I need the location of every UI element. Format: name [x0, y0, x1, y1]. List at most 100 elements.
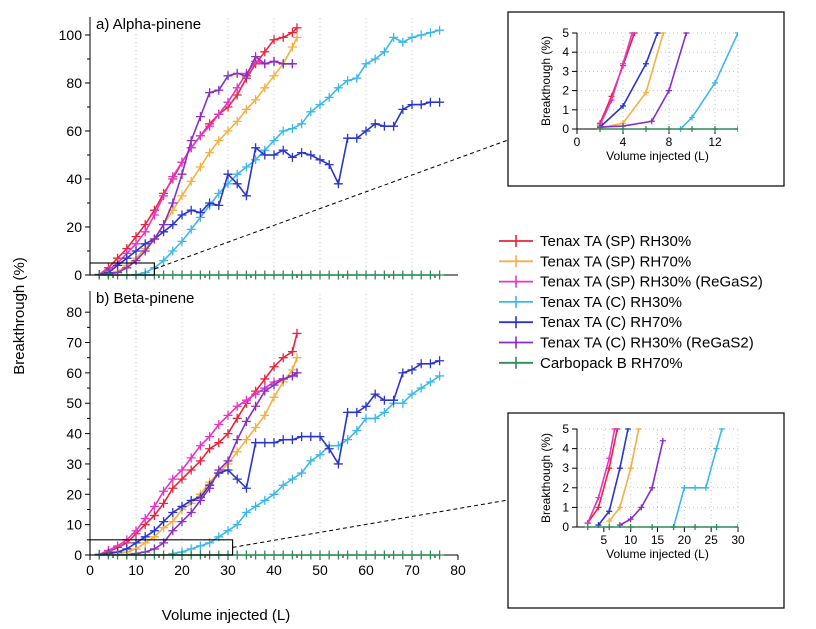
- data-point: [361, 59, 371, 69]
- data-point: [260, 495, 270, 505]
- data-point: [177, 191, 187, 201]
- data-point: [159, 486, 169, 496]
- data-point: [260, 550, 270, 560]
- data-point: [186, 508, 196, 518]
- data-point: [407, 389, 417, 399]
- data-point: [177, 210, 187, 220]
- data-point: [177, 465, 187, 475]
- data-point: [643, 126, 649, 132]
- data-point: [361, 270, 371, 280]
- data-point: [251, 389, 261, 399]
- data-point: [241, 483, 251, 493]
- data-point: [168, 198, 178, 208]
- y-axis-label: Breakthrough (%): [11, 257, 28, 375]
- data-point: [177, 474, 187, 484]
- data-point: [361, 550, 371, 560]
- data-point: [232, 550, 242, 560]
- data-point: [352, 133, 362, 143]
- series-line: [99, 101, 440, 276]
- data-point: [398, 104, 408, 114]
- data-point: [251, 501, 261, 511]
- data-point: [398, 37, 408, 47]
- data-point: [269, 35, 279, 45]
- data-point: [407, 550, 417, 560]
- data-point: [416, 550, 426, 560]
- data-point: [370, 119, 380, 129]
- y-tick-label: 80: [66, 304, 82, 320]
- data-point: [260, 270, 270, 280]
- data-point: [324, 160, 334, 170]
- data-point: [131, 526, 141, 536]
- legend-item: Tenax TA (C) RH30%: [499, 294, 682, 311]
- data-point: [370, 389, 380, 399]
- series-tenax-ta-c-rh70-: [94, 97, 445, 280]
- data-point: [416, 359, 426, 369]
- data-point: [306, 456, 316, 466]
- data-point: [343, 550, 353, 560]
- data-point: [595, 504, 602, 511]
- data-point: [168, 508, 178, 518]
- data-point: [205, 88, 215, 98]
- y-tick-label: 2: [562, 481, 569, 495]
- data-point: [692, 524, 699, 530]
- data-point: [713, 524, 720, 530]
- x-tick-label: 0: [86, 562, 94, 578]
- data-point: [666, 87, 672, 94]
- series-tenax-ta-c-rh30-regas2-: [94, 52, 297, 280]
- data-point: [702, 484, 709, 491]
- data-point: [654, 32, 661, 36]
- series-line: [99, 55, 293, 276]
- data-point: [278, 32, 288, 42]
- data-point: [223, 169, 233, 179]
- data-point: [269, 150, 279, 160]
- data-point: [389, 550, 399, 560]
- y-tick-label: 40: [66, 426, 82, 442]
- y-tick-label: 20: [66, 219, 82, 235]
- data-point: [287, 371, 297, 381]
- data-point: [177, 270, 187, 280]
- data-point: [333, 270, 343, 280]
- data-point: [352, 550, 362, 560]
- data-point: [416, 30, 426, 40]
- panel-title: a) Alpha-pinene: [96, 16, 201, 33]
- data-point: [251, 550, 261, 560]
- y-tick-label: 1: [562, 103, 569, 117]
- data-point: [624, 428, 631, 432]
- data-point: [389, 395, 399, 405]
- data-point: [159, 220, 169, 230]
- data-point: [205, 483, 215, 493]
- data-point: [223, 465, 233, 475]
- data-point: [232, 83, 242, 93]
- data-point: [223, 456, 233, 466]
- data-point: [177, 501, 187, 511]
- legend-item: Tenax TA (C) RH30% (ReGaS2): [499, 335, 754, 352]
- legend-label: Tenax TA (C) RH70%: [540, 314, 682, 331]
- y-tick-label: 5: [562, 26, 569, 40]
- legend-item: Tenax TA (C) RH70%: [499, 314, 682, 331]
- data-point: [689, 114, 695, 121]
- legend-label: Tenax TA (C) RH30% (ReGaS2): [540, 335, 754, 352]
- data-point: [223, 526, 233, 536]
- data-point: [627, 516, 634, 523]
- x-tick-label: 80: [450, 562, 466, 578]
- data-point: [425, 550, 435, 560]
- data-point: [195, 208, 205, 218]
- data-point: [260, 47, 270, 57]
- data-point: [352, 270, 362, 280]
- data-point: [278, 59, 288, 69]
- series-line: [608, 428, 640, 522]
- data-point: [292, 353, 302, 363]
- legend-label: Tenax TA (SP) RH30% (ReGaS2): [540, 274, 763, 291]
- data-point: [343, 270, 353, 280]
- series-line: [135, 29, 440, 276]
- data-point: [306, 107, 316, 117]
- data-point: [232, 447, 242, 457]
- data-point: [306, 432, 316, 442]
- data-point: [241, 71, 251, 81]
- data-point: [205, 121, 215, 131]
- data-point: [241, 104, 251, 114]
- data-point: [379, 407, 389, 417]
- data-point: [389, 121, 399, 131]
